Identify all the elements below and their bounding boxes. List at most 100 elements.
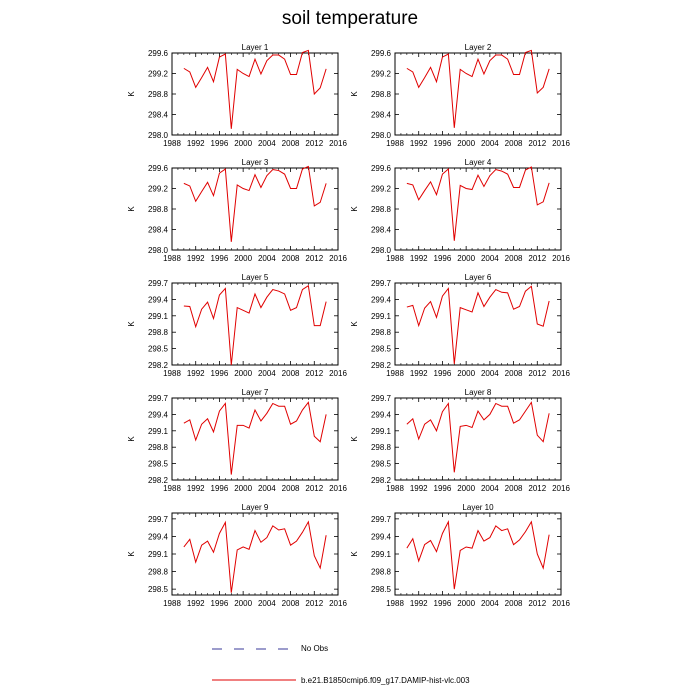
series-line bbox=[183, 284, 327, 366]
y-tick-label: 298.0 bbox=[371, 246, 392, 255]
y-axis-label: K bbox=[127, 436, 136, 442]
x-tick-label: 2016 bbox=[552, 369, 570, 378]
y-tick-label: 298.0 bbox=[148, 246, 169, 255]
x-tick-label: 2008 bbox=[282, 369, 300, 378]
y-tick-label: 298.8 bbox=[148, 443, 169, 452]
x-tick-label: 1992 bbox=[187, 484, 205, 493]
panel-8: Layer 8 K 1988 1992 1996 2000 2004 2008 2012 2016… bbox=[350, 388, 570, 493]
series-line bbox=[183, 520, 327, 593]
x-tick-label: 2008 bbox=[282, 599, 300, 608]
x-tick-label: 1988 bbox=[163, 369, 181, 378]
x-tick-label: 2016 bbox=[329, 369, 347, 378]
x-tick-label: 1988 bbox=[163, 599, 181, 608]
panel-title: Layer 7 bbox=[242, 388, 269, 397]
x-tick-label: 2000 bbox=[457, 599, 475, 608]
y-tick-label: 298.8 bbox=[371, 568, 392, 577]
x-tick-label: 1992 bbox=[187, 139, 205, 148]
y-tick-label: 299.4 bbox=[371, 410, 392, 419]
y-tick-label: 299.4 bbox=[148, 295, 169, 304]
y-tick-label: 299.1 bbox=[371, 550, 392, 559]
y-tick-label: 298.4 bbox=[371, 226, 392, 235]
x-tick-label: 2008 bbox=[282, 484, 300, 493]
x-tick-label: 2012 bbox=[305, 599, 323, 608]
x-tick-label: 1988 bbox=[163, 484, 181, 493]
y-tick-label: 298.8 bbox=[148, 328, 169, 337]
series-line bbox=[406, 285, 550, 364]
x-tick-label: 2008 bbox=[282, 139, 300, 148]
x-tick-label: 2000 bbox=[234, 254, 252, 263]
x-tick-label: 2000 bbox=[457, 484, 475, 493]
y-tick-label: 299.1 bbox=[148, 427, 169, 436]
panel-1: Layer 1 K 1988 1992 1996 2000 2004 2008 2012 2016… bbox=[127, 43, 347, 148]
y-axis-label: K bbox=[350, 91, 359, 97]
y-tick-label: 299.7 bbox=[148, 279, 169, 288]
x-tick-label: 2016 bbox=[329, 484, 347, 493]
x-tick-label: 2012 bbox=[305, 254, 323, 263]
y-tick-label: 298.4 bbox=[148, 111, 169, 120]
x-tick-label: 2004 bbox=[481, 599, 499, 608]
x-tick-label: 1988 bbox=[163, 254, 181, 263]
legend-no-obs-label: No Obs bbox=[301, 644, 329, 653]
plot-frame bbox=[394, 167, 562, 251]
y-tick-label: 299.6 bbox=[148, 49, 169, 58]
x-tick-label: 2008 bbox=[505, 369, 523, 378]
x-tick-label: 2016 bbox=[552, 484, 570, 493]
legend-run-line bbox=[212, 679, 296, 681]
x-tick-label: 2004 bbox=[481, 484, 499, 493]
x-tick-label: 2016 bbox=[329, 254, 347, 263]
y-tick-label: 298.5 bbox=[148, 460, 169, 469]
y-tick-label: 299.4 bbox=[371, 295, 392, 304]
x-tick-label: 2004 bbox=[258, 369, 276, 378]
y-axis-label: K bbox=[127, 91, 136, 97]
x-tick-label: 1992 bbox=[187, 599, 205, 608]
x-tick-label: 2012 bbox=[528, 254, 546, 263]
y-axis-label: K bbox=[350, 551, 359, 557]
panel-title: Layer 1 bbox=[242, 43, 269, 52]
x-tick-label: 1996 bbox=[434, 254, 452, 263]
x-tick-label: 2012 bbox=[305, 139, 323, 148]
x-tick-label: 1992 bbox=[410, 484, 428, 493]
x-tick-label: 1996 bbox=[211, 484, 229, 493]
y-tick-label: 298.2 bbox=[148, 476, 169, 485]
panel-3: Layer 3 K 1988 1992 1996 2000 2004 2008 2012 2016… bbox=[127, 158, 347, 263]
plot-frame bbox=[171, 167, 339, 251]
panel-7: Layer 7 K 1988 1992 1996 2000 2004 2008 2012 2016… bbox=[127, 388, 347, 493]
y-tick-label: 299.6 bbox=[371, 164, 392, 173]
y-tick-label: 298.8 bbox=[371, 205, 392, 214]
y-tick-label: 298.8 bbox=[371, 90, 392, 99]
x-tick-label: 1996 bbox=[211, 599, 229, 608]
panel-10: Layer 10 K 1988 1992 1996 2000 2004 2008 2012 201… bbox=[350, 503, 570, 608]
legend-no-obs-line bbox=[212, 648, 296, 650]
y-tick-label: 299.7 bbox=[371, 394, 392, 403]
x-tick-label: 2000 bbox=[457, 254, 475, 263]
panel-title: Layer 6 bbox=[465, 273, 492, 282]
series-line bbox=[406, 401, 550, 473]
x-tick-label: 1988 bbox=[386, 484, 404, 493]
x-tick-label: 2004 bbox=[258, 139, 276, 148]
plot-frame bbox=[394, 52, 562, 136]
x-tick-label: 1992 bbox=[410, 254, 428, 263]
x-tick-label: 1992 bbox=[410, 369, 428, 378]
plot-frame bbox=[394, 512, 562, 596]
panel-title: Layer 5 bbox=[242, 273, 269, 282]
chart-title: soil temperature bbox=[281, 8, 419, 29]
panel-title: Layer 10 bbox=[462, 503, 494, 512]
x-tick-label: 2016 bbox=[552, 254, 570, 263]
y-axis-label: K bbox=[350, 436, 359, 442]
y-tick-label: 298.0 bbox=[148, 131, 169, 140]
panel-5: Layer 5 K 1988 1992 1996 2000 2004 2008 2012 2016… bbox=[127, 273, 347, 378]
y-tick-label: 298.5 bbox=[371, 585, 392, 594]
x-tick-label: 1988 bbox=[386, 599, 404, 608]
x-tick-label: 2004 bbox=[481, 254, 499, 263]
x-tick-label: 2000 bbox=[234, 139, 252, 148]
x-tick-label: 2008 bbox=[282, 254, 300, 263]
series-line bbox=[406, 520, 550, 590]
x-tick-label: 1996 bbox=[211, 139, 229, 148]
y-tick-label: 298.8 bbox=[148, 568, 169, 577]
plot-frame bbox=[171, 52, 339, 136]
panel-4: Layer 4 K 1988 1992 1996 2000 2004 2008 2012 2016… bbox=[350, 158, 570, 263]
y-tick-label: 298.4 bbox=[371, 111, 392, 120]
y-axis-label: K bbox=[127, 551, 136, 557]
x-tick-label: 2008 bbox=[505, 254, 523, 263]
